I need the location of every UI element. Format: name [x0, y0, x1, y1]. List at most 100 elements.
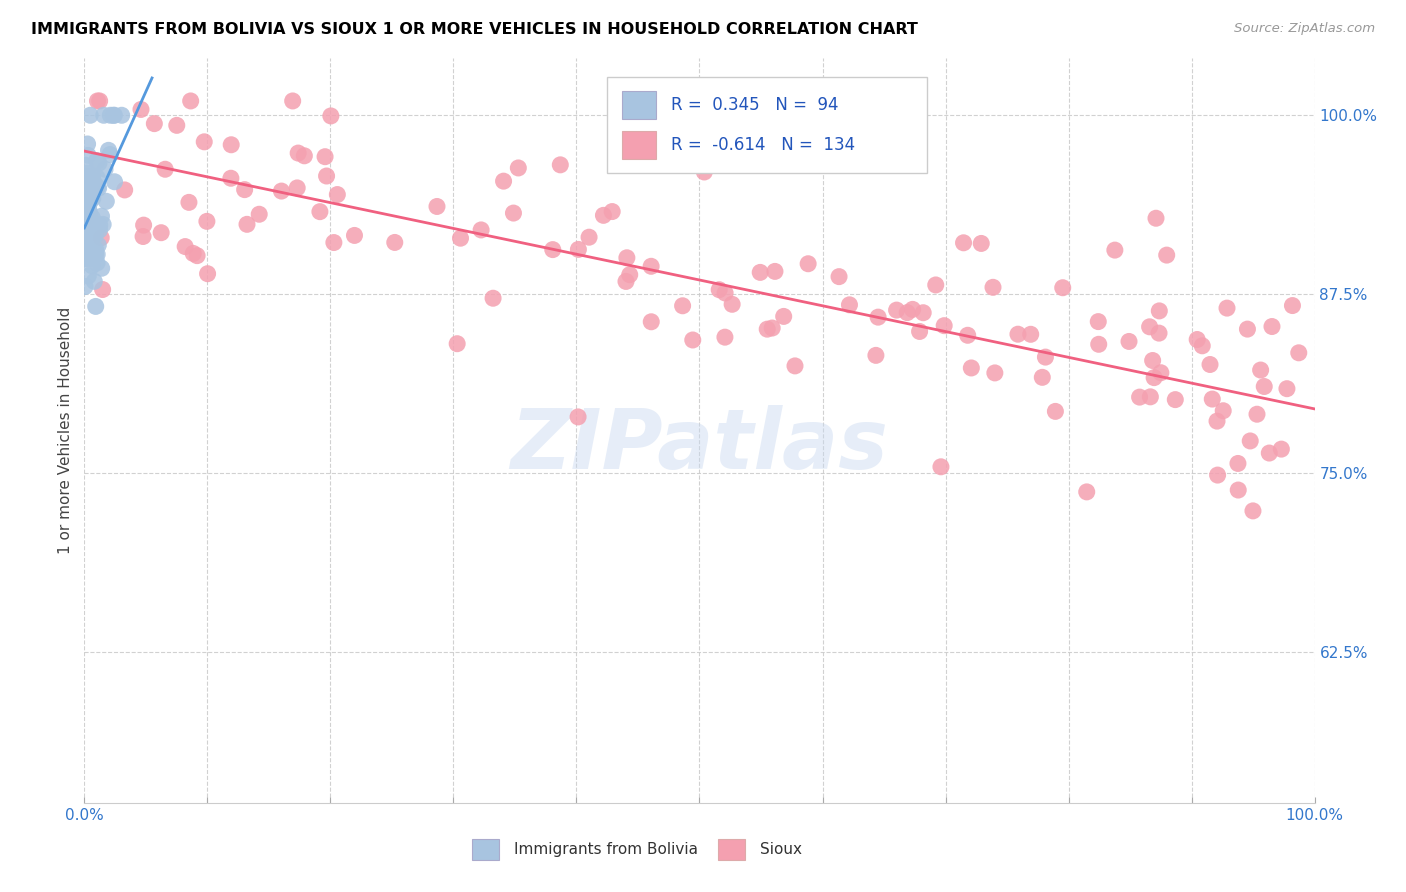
Point [90, 209, 112, 223]
Text: R =  -0.614   N =  134: R = -0.614 N = 134 [671, 136, 855, 154]
Point [98, 108, 121, 122]
Point [80, 172, 103, 186]
Point [984, 366, 1007, 380]
Point [73, 158, 96, 172]
Point [86, 153, 108, 168]
Point [492, 174, 515, 188]
Point [1164, 392, 1187, 407]
FancyBboxPatch shape [607, 77, 927, 173]
Text: R =  0.345   N =  94: R = 0.345 N = 94 [671, 96, 839, 114]
Point [1253, 379, 1275, 393]
Point [1118, 334, 1140, 349]
Point [82, 191, 104, 205]
Point [1156, 248, 1178, 262]
Point [761, 321, 783, 335]
Point [186, 249, 208, 263]
Point [79, 175, 101, 189]
Point [75, 202, 97, 217]
Point [1143, 370, 1166, 384]
Point [281, 94, 304, 108]
Point [87, 156, 110, 170]
Point [75, 247, 97, 261]
Point [247, 207, 270, 221]
Point [79, 175, 101, 189]
Text: IMMIGRANTS FROM BOLIVIA VS SIOUX 1 OR MORE VEHICLES IN HOUSEHOLD CORRELATION CHA: IMMIGRANTS FROM BOLIVIA VS SIOUX 1 OR MO… [31, 22, 918, 37]
Point [132, 218, 155, 232]
Point [76, 193, 98, 207]
Point [89, 94, 111, 108]
Point [925, 277, 948, 292]
Point [314, 150, 336, 164]
Point [868, 310, 890, 325]
Point [763, 264, 786, 278]
Point [981, 280, 1004, 294]
Point [219, 137, 242, 152]
Point [82, 229, 104, 244]
Point [671, 299, 693, 313]
Point [502, 206, 524, 220]
Point [75, 214, 97, 228]
Point [721, 297, 744, 311]
Point [1288, 346, 1310, 360]
Point [73, 279, 96, 293]
Point [80, 259, 103, 273]
Point [76, 202, 98, 216]
Point [1270, 442, 1292, 456]
Point [1139, 319, 1161, 334]
Point [1201, 392, 1223, 406]
Point [86, 170, 108, 185]
Point [929, 459, 952, 474]
Point [84, 181, 107, 195]
Point [93, 108, 115, 122]
Point [270, 184, 292, 198]
Point [114, 183, 136, 197]
Point [292, 149, 315, 163]
Bar [718, 839, 745, 860]
Point [797, 257, 820, 271]
Point [82, 215, 104, 229]
Point [76, 136, 98, 151]
Text: Immigrants from Bolivia: Immigrants from Bolivia [513, 842, 697, 857]
Point [1212, 403, 1234, 417]
Point [181, 246, 204, 260]
Point [578, 230, 600, 244]
Point [326, 187, 349, 202]
Y-axis label: 1 or more Vehicles in Household: 1 or more Vehicles in Household [58, 307, 73, 554]
Point [76, 166, 98, 180]
Point [640, 260, 662, 274]
Point [1281, 299, 1303, 313]
Point [75, 212, 97, 227]
Point [1185, 333, 1208, 347]
Point [287, 146, 309, 161]
Point [177, 195, 200, 210]
Point [84, 247, 107, 261]
Point [541, 243, 564, 257]
Point [901, 302, 924, 317]
Bar [472, 839, 499, 860]
Point [97, 144, 120, 158]
Point [1139, 390, 1161, 404]
Point [749, 265, 772, 279]
Point [150, 226, 173, 240]
Point [84, 242, 107, 256]
Point [197, 267, 219, 281]
Point [76, 173, 98, 187]
Point [79, 209, 101, 223]
Point [143, 117, 166, 131]
Text: ZIPatlas: ZIPatlas [510, 405, 889, 486]
Point [1035, 350, 1057, 364]
Point [886, 303, 908, 318]
Point [1031, 370, 1053, 384]
Point [86, 94, 108, 108]
Point [84, 300, 107, 314]
Point [75, 207, 97, 221]
Point [174, 239, 197, 253]
Point [567, 409, 589, 424]
Point [180, 94, 202, 108]
Point [75, 202, 97, 216]
Point [80, 186, 103, 201]
Point [76, 233, 98, 247]
Point [1191, 339, 1213, 353]
Point [1150, 366, 1173, 380]
Point [1149, 304, 1171, 318]
